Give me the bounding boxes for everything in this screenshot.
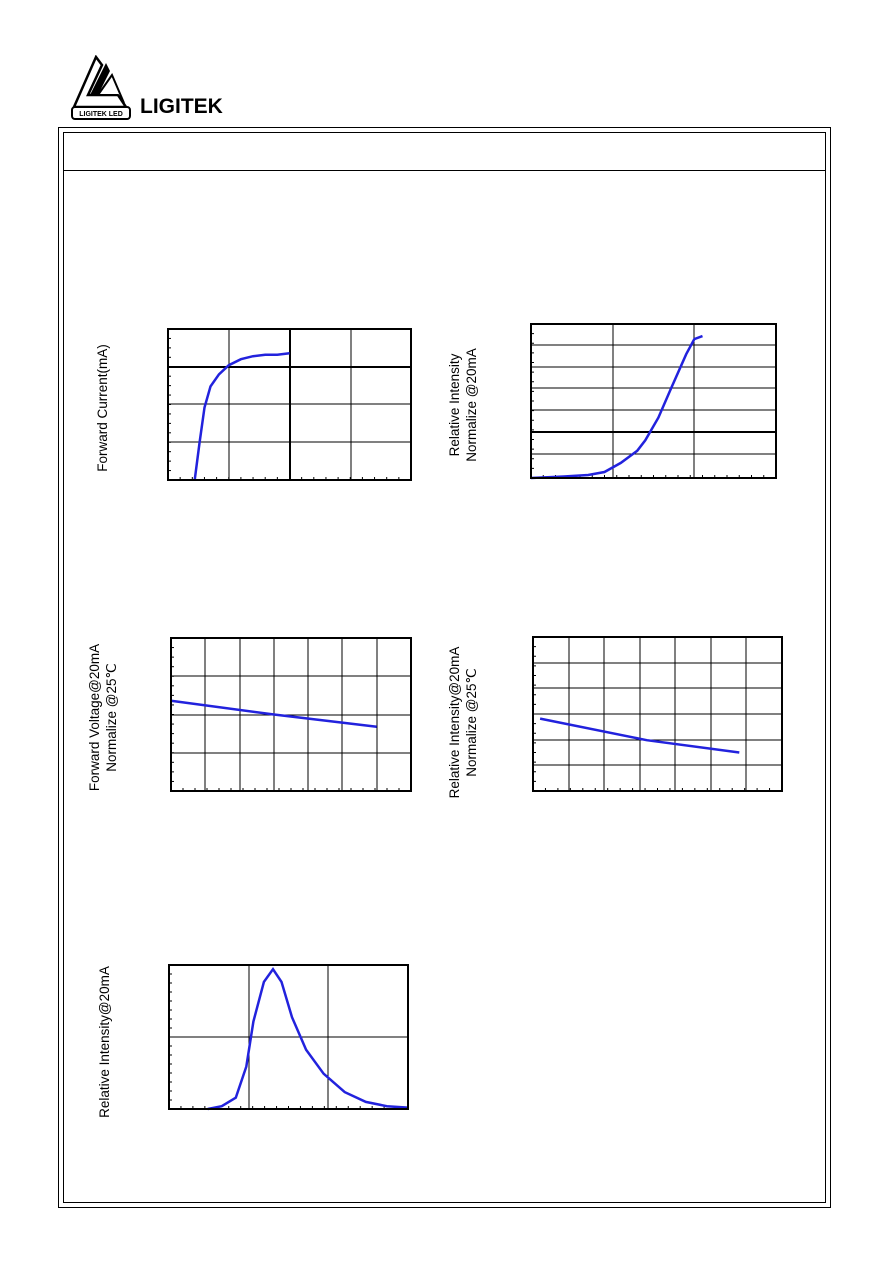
chart3-ylabel: Forward Voltage@20mA Normalize @25℃	[86, 635, 120, 800]
chart-relative-intensity-current	[530, 323, 777, 480]
chart1-ylabel: Forward Current(mA)	[95, 344, 110, 472]
chart5-ticks	[169, 973, 397, 1109]
chart5-ylabel: Relative Intensity@20mA	[97, 966, 112, 1118]
chart3-curve	[170, 699, 377, 728]
chart3-ylabel-line1: Forward Voltage@20mA	[87, 643, 102, 792]
chart2-ylabel: Relative Intensity Normalize @20mA	[446, 340, 480, 470]
chart-forward-voltage-temp	[170, 637, 412, 792]
logo-text: LIGITEK LED	[79, 111, 123, 118]
page-frame-outer	[58, 127, 831, 1208]
chart-relative-intensity-temp	[532, 636, 783, 792]
ligitek-logo: LIGITEK LED	[71, 55, 131, 120]
chart4-ylabel-line2: Normalize @25℃	[464, 668, 479, 777]
chart2-ylabel-line2: Normalize @20mA	[464, 348, 479, 462]
chart2-curve	[530, 334, 703, 480]
page-frame-inner	[63, 132, 826, 1203]
brand-name: LIGITEK	[140, 95, 223, 118]
chart4-ticks	[533, 646, 771, 791]
header-divider	[63, 170, 826, 171]
chart3-ylabel-line2: Normalize @25℃	[104, 663, 119, 772]
chart1-curve	[193, 351, 290, 481]
chart-spectral	[168, 964, 409, 1111]
chart4-ylabel-line1: Relative Intensity@20mA	[447, 646, 462, 799]
chart2-ylabel-line1: Relative Intensity	[447, 353, 462, 457]
chart1-ticks	[168, 337, 400, 480]
chart2-ticks	[531, 333, 765, 478]
chart4-curve	[539, 717, 740, 754]
chart4-ylabel: Relative Intensity@20mA Normalize @25℃	[446, 640, 480, 805]
chart5-curve	[207, 967, 409, 1111]
chart-forward-current	[167, 328, 412, 481]
